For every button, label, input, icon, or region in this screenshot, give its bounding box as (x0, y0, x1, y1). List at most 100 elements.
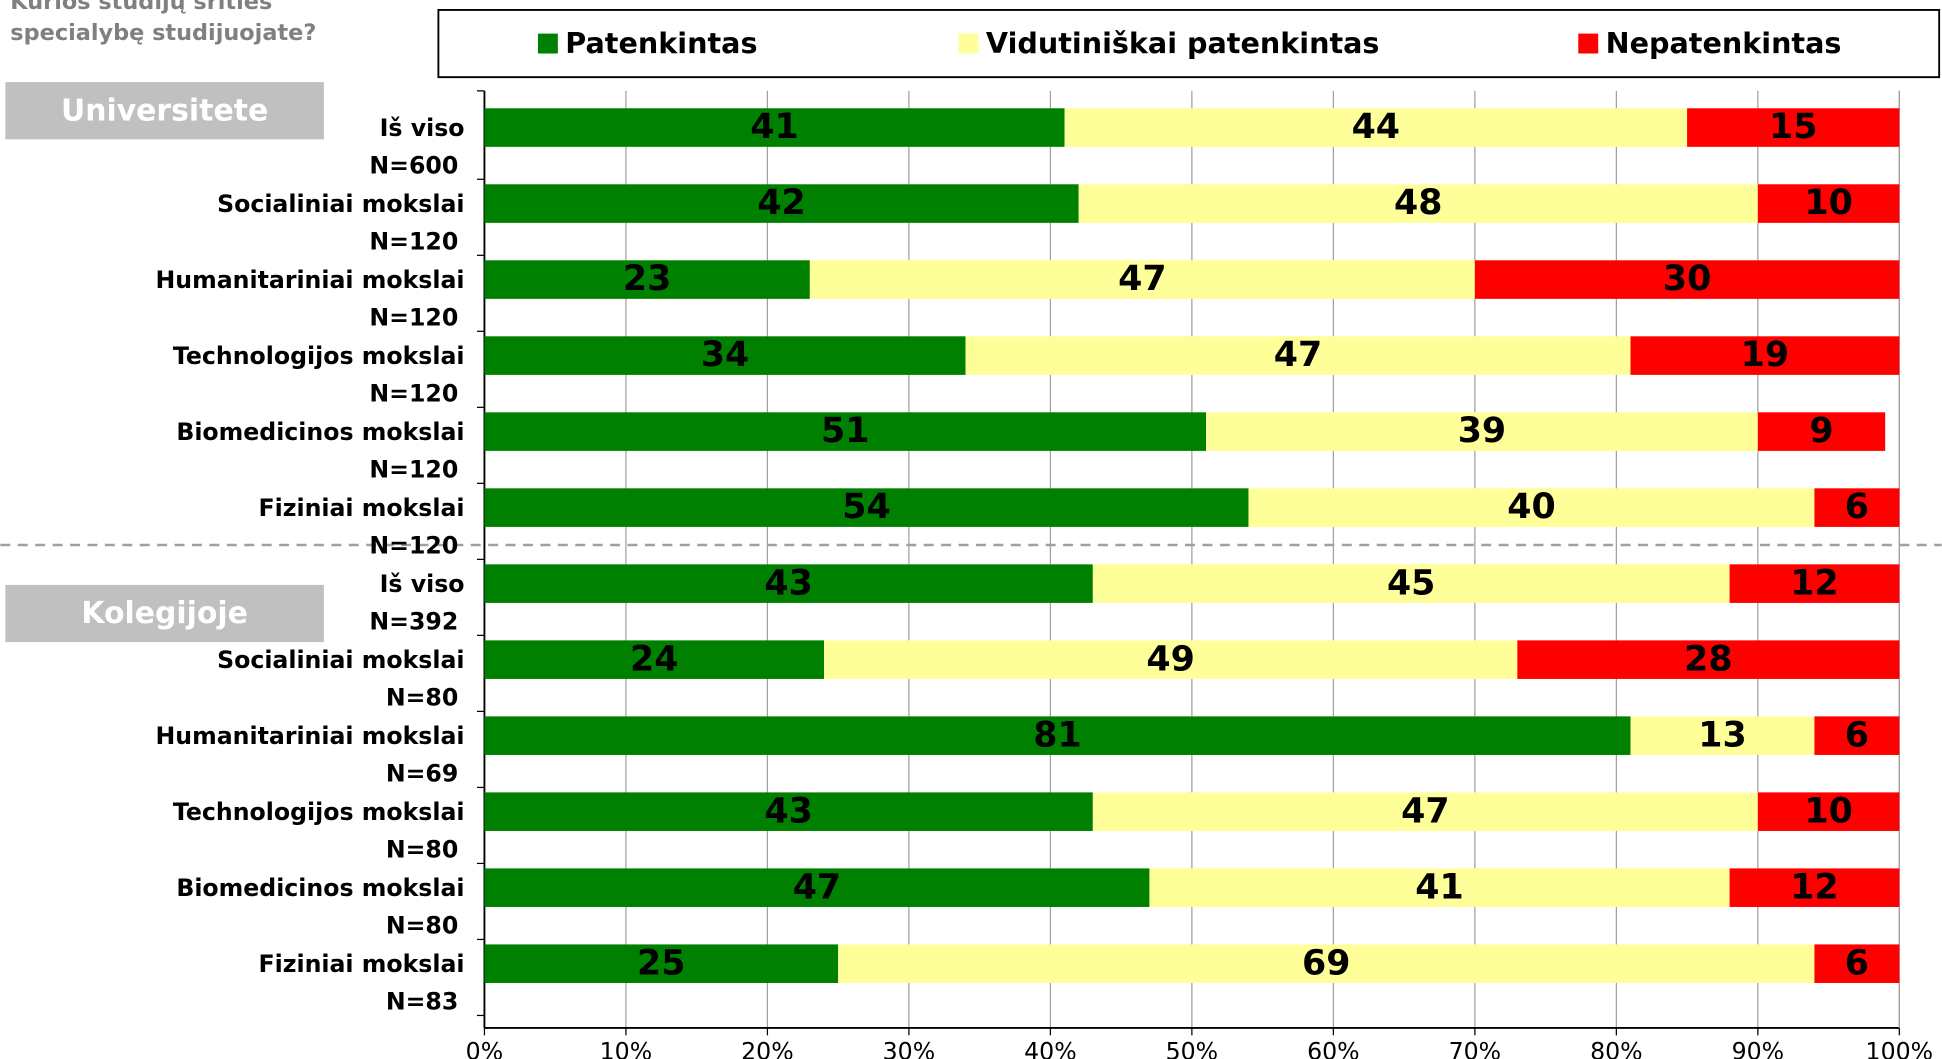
value-label: 47 (1118, 259, 1166, 299)
bar-segment (1729, 868, 1900, 907)
value-label: 54 (842, 487, 890, 527)
bar-segment (484, 640, 825, 679)
bar-segment (965, 336, 1631, 375)
bar-segment (1729, 564, 1900, 603)
title-line: Kurios studijų srities (10, 0, 272, 15)
bar-segment (1814, 488, 1900, 527)
bar-segment (484, 564, 1093, 603)
bar-segment (1149, 868, 1730, 907)
category-label: Biomedicinos mokslai (176, 874, 464, 902)
n-label: N=392 (369, 607, 458, 635)
title-line: specialybę studijuojate? (10, 20, 316, 46)
legend-label: Patenkintas (565, 26, 757, 60)
value-label: 12 (1790, 563, 1838, 603)
bar-segment (1248, 488, 1815, 527)
value-label: 6 (1845, 943, 1869, 983)
value-label: 41 (750, 107, 798, 147)
bar-segment (1757, 184, 1900, 223)
bar-segment (484, 868, 1150, 907)
value-label: 23 (623, 259, 671, 299)
x-tick-label: 10% (600, 1037, 653, 1059)
n-label: N=120 (369, 303, 458, 331)
x-tick-label: 60% (1307, 1037, 1360, 1059)
n-label: N=80 (386, 911, 458, 939)
bar-segment (1474, 260, 1900, 299)
n-label: N=80 (386, 683, 458, 711)
value-label: 47 (793, 867, 841, 907)
value-label: 43 (764, 791, 812, 831)
category-label: Technologijos mokslai (173, 342, 465, 370)
x-tick-label: 0% (466, 1037, 503, 1059)
value-label: 43 (764, 563, 812, 603)
bar-segment (1814, 716, 1900, 755)
n-label: N=120 (369, 531, 458, 559)
value-label: 45 (1387, 563, 1435, 603)
x-tick-label: 90% (1732, 1037, 1785, 1059)
bar-segment (1757, 412, 1886, 451)
bar-segment (484, 792, 1093, 831)
value-label: 48 (1394, 183, 1442, 223)
bar-segment (1687, 108, 1900, 147)
value-label: 24 (630, 639, 678, 679)
category-label: Technologijos mokslai (173, 798, 465, 826)
value-label: 47 (1401, 791, 1449, 831)
bar-segment (1630, 336, 1900, 375)
x-tick-label: 100% (1866, 1037, 1934, 1059)
bar-segment (484, 412, 1207, 451)
value-label: 69 (1302, 943, 1350, 983)
bar-segment (1757, 792, 1900, 831)
x-tick-label: 50% (1166, 1037, 1219, 1059)
legend-label: Vidutiniškai patenkintas (986, 26, 1380, 60)
n-label: N=120 (369, 379, 458, 407)
legend-swatch (537, 33, 558, 54)
bar-segment (838, 944, 1815, 983)
value-label: 6 (1845, 715, 1869, 755)
category-label: Humanitariniai mokslai (156, 722, 465, 750)
n-label: N=80 (386, 835, 458, 863)
x-tick-label: 80% (1590, 1037, 1643, 1059)
group-label: Kolegijoje (81, 596, 247, 631)
value-label: 19 (1741, 335, 1789, 375)
value-label: 6 (1845, 487, 1869, 527)
value-label: 25 (637, 943, 685, 983)
bar-segment (824, 640, 1518, 679)
category-label: Fiziniai mokslai (258, 950, 464, 978)
bar-segment (484, 260, 810, 299)
n-label: N=120 (369, 455, 458, 483)
bar-segment (1064, 108, 1688, 147)
category-label: Iš viso (380, 570, 465, 598)
group-box (5, 82, 324, 140)
value-label: 40 (1507, 487, 1555, 527)
x-tick-label: 70% (1449, 1037, 1502, 1059)
bar-segment (1092, 564, 1730, 603)
value-label: 30 (1663, 259, 1711, 299)
value-label: 51 (821, 411, 869, 451)
category-label: Fiziniai mokslai (258, 494, 464, 522)
bar-segment (1206, 412, 1758, 451)
value-label: 41 (1415, 867, 1463, 907)
group-box (5, 584, 324, 643)
value-label: 44 (1352, 107, 1400, 147)
category-label: Socialiniai mokslai (217, 646, 464, 674)
value-label: 12 (1790, 867, 1838, 907)
value-label: 81 (1033, 715, 1081, 755)
group-label: Universitete (61, 93, 268, 128)
value-label: 34 (701, 335, 749, 375)
n-label: N=83 (386, 987, 458, 1015)
bar-segment (484, 488, 1249, 527)
value-label: 47 (1274, 335, 1322, 375)
category-label: Biomedicinos mokslai (176, 418, 464, 446)
x-tick-label: 20% (741, 1037, 794, 1059)
bar-segment (1517, 640, 1900, 679)
legend-swatch (1578, 33, 1599, 54)
bar-segment (1092, 792, 1758, 831)
bar-segment (484, 336, 966, 375)
legend-label: Nepatenkintas (1606, 26, 1842, 60)
x-tick-label: 40% (1024, 1037, 1077, 1059)
x-tick-label: 30% (883, 1037, 936, 1059)
value-label: 10 (1804, 183, 1852, 223)
legend-box (437, 9, 1941, 79)
value-label: 49 (1146, 639, 1194, 679)
value-label: 42 (757, 183, 805, 223)
